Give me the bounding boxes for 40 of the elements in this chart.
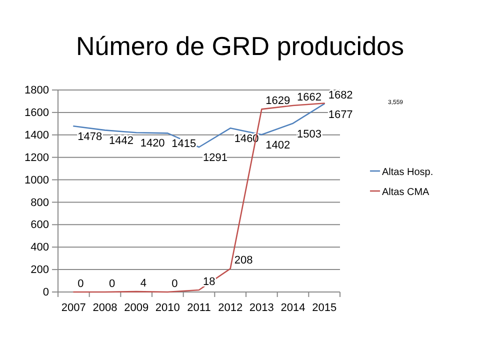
data-label: 1291 (203, 152, 228, 164)
y-tick-label: 400 (30, 242, 49, 254)
y-tick-label: 1200 (24, 152, 49, 164)
data-label: 1503 (297, 128, 322, 140)
data-label: 0 (109, 278, 116, 290)
data-label: 1420 (140, 138, 165, 150)
x-tick-label: 2012 (218, 302, 243, 314)
y-tick-label: 1600 (24, 106, 49, 119)
x-tick-label: 2008 (92, 302, 118, 314)
y-tick-label: 0 (42, 286, 49, 299)
y-tick-label: 1800 (24, 84, 49, 97)
data-label: 0 (78, 278, 84, 290)
x-tick-label: 2007 (61, 302, 86, 314)
y-tick-label: 600 (30, 219, 49, 232)
data-label: 1402 (266, 140, 290, 152)
y-tick-label: 800 (30, 196, 49, 209)
x-tick-label: 2014 (280, 302, 306, 314)
x-tick-label: 2011 (187, 302, 211, 314)
data-label: 1682 (328, 89, 353, 102)
y-tick-label: 1000 (24, 174, 49, 186)
y-tick-label: 200 (30, 264, 49, 276)
data-label: 1677 (328, 108, 353, 121)
data-label: 1629 (266, 95, 290, 108)
data-label: 0 (172, 278, 178, 290)
line-series (73, 102, 325, 293)
data-label: 1442 (109, 135, 134, 148)
line-series (73, 103, 325, 148)
y-tick-label: 1400 (24, 129, 49, 142)
legend-label: Altas Hosp. (382, 167, 434, 178)
data-label: 1662 (297, 91, 322, 104)
data-label: 208 (234, 254, 253, 267)
x-tick-label: 2009 (124, 302, 149, 314)
x-tick-label: 2010 (155, 302, 180, 314)
data-label: 4 (140, 278, 146, 290)
data-label: 1415 (172, 138, 196, 150)
data-label: 1478 (78, 131, 102, 144)
legend-label: Altas CMA (382, 187, 430, 198)
x-tick-label: 2013 (249, 302, 274, 314)
chart-title: Número de GRD producidos (76, 31, 404, 61)
x-tick-label: 2015 (312, 302, 337, 314)
